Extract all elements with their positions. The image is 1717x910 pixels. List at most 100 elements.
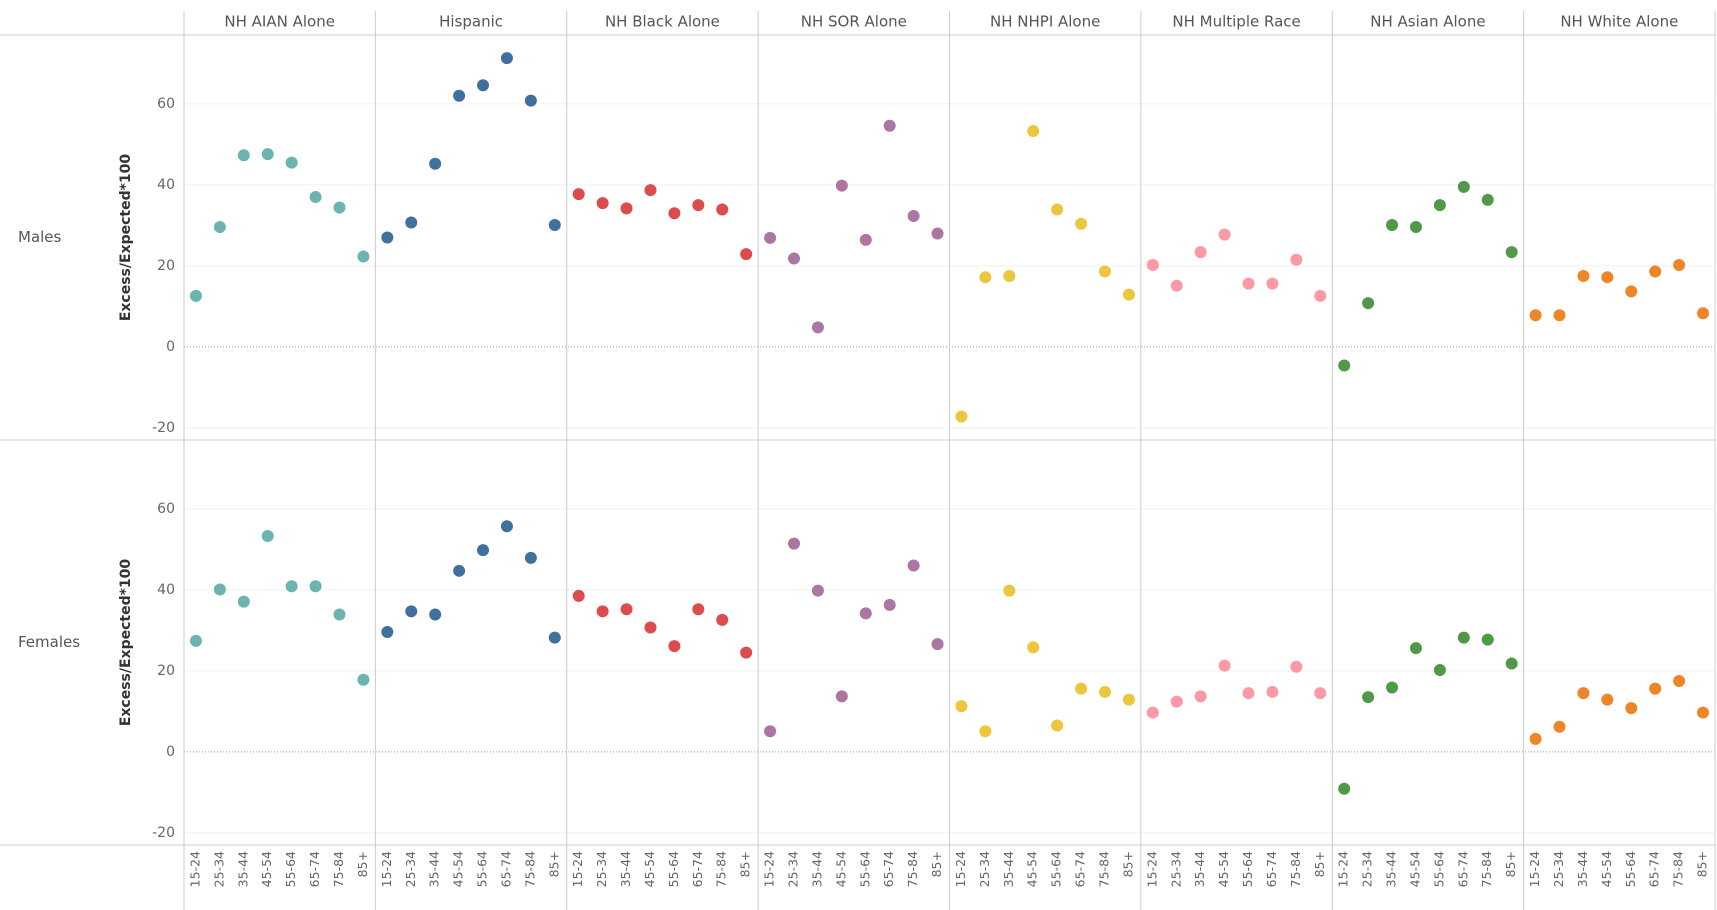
x-tick-label: 75-84 [522,851,537,887]
dot [1218,659,1231,672]
dot [1194,246,1207,259]
dot [644,184,657,197]
dot [1673,674,1686,687]
x-tick-label: 85+ [1503,851,1518,877]
x-tick-label: 65-74 [881,851,896,887]
x-tick-label: 45-54 [1599,851,1614,887]
y-tick-label: 60 [157,501,175,517]
dot [1242,277,1255,290]
dot [1553,720,1566,733]
x-tick-label: 15-24 [379,851,394,887]
column-header: NH NHPI Alone [990,13,1100,31]
dot [1697,706,1710,719]
x-tick-label: 75-84 [714,851,729,887]
dot [788,252,801,265]
dot [429,157,442,170]
y-tick-label: 0 [166,744,175,760]
x-tick-label: 55-64 [1623,851,1638,887]
y-tick-label: 60 [157,96,175,112]
dot [1457,180,1470,193]
dot [1266,685,1279,698]
dot [979,271,992,284]
dot [979,725,992,738]
x-tick-label: 35-44 [809,851,824,887]
x-tick-label: 85+ [546,851,561,877]
column-header: NH SOR Alone [801,13,907,31]
x-tick-label: 15-24 [1527,851,1542,887]
dot [381,625,394,638]
x-tick-label: 15-24 [1144,851,1159,887]
dot [931,638,944,651]
dot [644,621,657,634]
x-tick-label: 55-64 [666,851,681,887]
dot [835,690,848,703]
dot [1362,691,1375,704]
y-tick-label: 20 [157,663,175,679]
x-tick-label: 25-34 [1360,851,1375,887]
column-header: NH White Alone [1560,13,1678,31]
dot [1051,719,1064,732]
dot [764,231,777,244]
row-label: Males [18,228,62,246]
y-tick-label: 40 [157,582,175,598]
dot [1290,253,1303,266]
dot [1170,279,1183,292]
dot [1218,228,1231,241]
dot [213,220,226,233]
dot [1122,288,1135,301]
dot [716,613,729,626]
dot [1027,641,1040,654]
y-tick-label: 40 [157,177,175,193]
dot [548,631,561,644]
dot [955,700,968,713]
dot [1146,259,1159,272]
dot [811,321,824,334]
dot [1146,706,1159,719]
dot [1601,693,1614,706]
x-tick-label: 85+ [1120,851,1135,877]
dot [1697,307,1710,320]
dot [309,580,322,593]
y-tick-label: -20 [152,825,175,841]
dot [1075,217,1088,230]
dot [692,199,705,212]
dot [524,551,537,564]
x-tick-label: 45-54 [833,851,848,887]
y-tick-label: -20 [152,420,175,436]
x-tick-label: 55-64 [475,851,490,887]
y-axis-title: Excess/Expected*100 [118,154,134,322]
dot [1242,687,1255,700]
dot [381,231,394,244]
dot [1122,693,1135,706]
dot [716,203,729,216]
x-tick-label: 85+ [1312,851,1327,877]
dot [1433,199,1446,212]
dot [668,640,681,653]
column-header: NH Black Alone [605,13,720,31]
x-tick-label: 55-64 [1049,851,1064,887]
x-tick-label: 25-34 [403,851,418,887]
x-tick-label: 75-84 [905,851,920,887]
dot [1457,631,1470,644]
dot [620,202,633,215]
y-tick-label: 20 [157,258,175,274]
dot [1433,664,1446,677]
x-tick-label: 35-44 [1192,851,1207,887]
y-tick-label: 0 [166,339,175,355]
dot [261,529,274,542]
dot [788,537,801,550]
dot [1338,782,1351,795]
x-tick-label: 25-34 [977,851,992,887]
dot [907,210,920,223]
dot [1577,687,1590,700]
dot [1553,309,1566,322]
column-header: NH AIAN Alone [224,13,335,31]
dot [1505,246,1518,259]
dot [1625,702,1638,715]
dot [931,227,944,240]
x-tick-label: 55-64 [857,851,872,887]
dot [1266,277,1279,290]
dot [261,148,274,161]
dot [1098,265,1111,278]
